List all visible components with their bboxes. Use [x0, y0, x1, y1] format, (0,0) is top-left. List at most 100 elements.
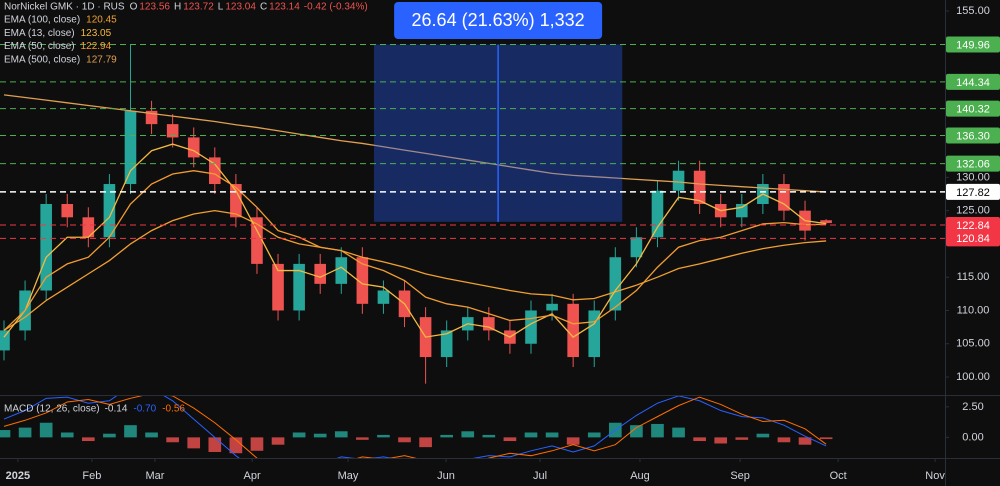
ohlc-letter: H: [174, 2, 181, 13]
ohlc-letter: L: [218, 2, 224, 13]
x-tick-label: Oct: [830, 470, 847, 482]
histogram-bar: [819, 437, 833, 440]
histogram-bar: [461, 431, 475, 438]
legend-name: EMA (100, close): [4, 15, 80, 26]
x-tick-label: 2025: [6, 470, 30, 482]
histogram-bar: [0, 430, 11, 438]
x-tick-label: Mar: [145, 470, 164, 482]
candle-body: [588, 310, 601, 358]
candle-body: [61, 203, 74, 218]
histogram-bar: [124, 425, 137, 438]
price-label-box: [946, 73, 1000, 90]
y-tick-label: 2.50: [962, 401, 983, 413]
candle-body: [209, 157, 221, 185]
price-label: 136.30: [956, 130, 990, 142]
histogram-bar: [714, 437, 728, 444]
axes: 149.96 144.34 140.32 136.30 132.06 127.82 122.…: [6, 5, 1000, 482]
price-label-box: [946, 183, 1000, 200]
signal-line: [3, 396, 827, 458]
y-tick-label: 130.00: [956, 171, 990, 183]
price-label: 140.32: [956, 104, 990, 116]
measure-label: 26.64 (21.63%) 1,332: [412, 10, 585, 30]
histogram-bar: [334, 431, 348, 438]
y-tick-label: 125.00: [956, 205, 990, 217]
ohlc-value: 123.56: [139, 2, 170, 13]
histogram-bar: [798, 437, 812, 445]
legend-value: 120.45: [86, 15, 117, 26]
candle-body: [187, 137, 200, 158]
histogram-bar: [651, 423, 664, 438]
legend-name: EMA (50, close): [4, 41, 75, 52]
price-label-box: [946, 100, 1000, 117]
candle-body: [272, 263, 284, 311]
x-tick-label: Apr: [244, 470, 261, 482]
price-label: 132.06: [956, 159, 990, 171]
price-label: 127.82: [956, 187, 990, 199]
histogram-bar: [566, 437, 580, 445]
x-tick-label: Feb: [82, 470, 101, 482]
candle-body: [230, 184, 242, 218]
macd-line: [3, 396, 827, 458]
histogram-bar: [18, 427, 32, 438]
candle-body: [778, 184, 790, 211]
price-label: 120.84: [956, 233, 990, 245]
y-tick-label: 115.00: [957, 271, 990, 283]
price-label-box: [946, 230, 1000, 247]
candle-body: [251, 217, 263, 264]
ohlc-letter: O: [130, 2, 138, 13]
x-tick-label: Aug: [630, 470, 650, 482]
y-tick-label: 110.00: [957, 304, 990, 316]
candle-body: [693, 170, 706, 204]
histogram-bar: [271, 437, 285, 445]
y-tick-label: 155.00: [956, 5, 990, 17]
candle-body: [40, 203, 52, 291]
candle-body: [314, 263, 326, 284]
y-tick-label: 100.00: [956, 371, 990, 383]
histogram-bar: [672, 427, 685, 438]
histogram-bar: [250, 437, 264, 451]
price-label: 144.34: [956, 77, 990, 89]
histogram-bar: [187, 437, 201, 449]
histogram-bar: [756, 433, 770, 438]
ema-line: [3, 170, 827, 331]
histogram-bar: [39, 422, 53, 438]
histogram-bar: [630, 425, 643, 438]
candle-body: [356, 257, 369, 304]
candle-body: [609, 257, 622, 311]
candle-body: [546, 303, 558, 311]
candle-body: [145, 110, 158, 125]
candle-body: [567, 303, 579, 358]
macd-pane: [0, 396, 833, 458]
macd-legend-name: MACD (12, 26, close): [4, 404, 100, 415]
candle-body: [82, 217, 95, 238]
x-tick-label: Jun: [437, 470, 455, 482]
x-tick-label: Jul: [533, 470, 547, 482]
histogram-bar: [777, 437, 791, 443]
symbol: NorNickel GMK · 1D · RUS: [4, 2, 125, 13]
candle-body: [103, 184, 116, 238]
histogram-bar: [735, 437, 749, 440]
histogram-bar: [693, 437, 706, 442]
change: -0.42 (-0.34%): [304, 2, 368, 13]
macd-legend-value: -0.14: [105, 404, 128, 415]
candle-body: [735, 203, 748, 218]
legend: NorNickel GMK · 1D · RUS O 123.56 H 123.72 L 1…: [4, 2, 368, 415]
macd-legend-value: -0.70: [133, 404, 156, 415]
legend-name: EMA (13, close): [4, 28, 75, 39]
candle-body: [651, 190, 664, 238]
histogram-bar: [377, 434, 390, 438]
histogram-bar: [81, 437, 95, 442]
legend-value: 127.79: [86, 55, 117, 66]
histogram-bar: [587, 432, 601, 438]
x-tick-label: Sep: [730, 470, 750, 482]
histogram-bar: [440, 434, 454, 438]
x-tick-label: Nov: [925, 470, 945, 482]
candle-body: [335, 257, 348, 284]
x-tick-label: May: [338, 470, 359, 482]
macd-legend-value: -0.56: [162, 404, 185, 415]
price-label-box: [946, 155, 1000, 172]
histogram-bar: [229, 437, 243, 454]
histogram-bar: [482, 434, 496, 438]
candle-body: [525, 310, 537, 344]
